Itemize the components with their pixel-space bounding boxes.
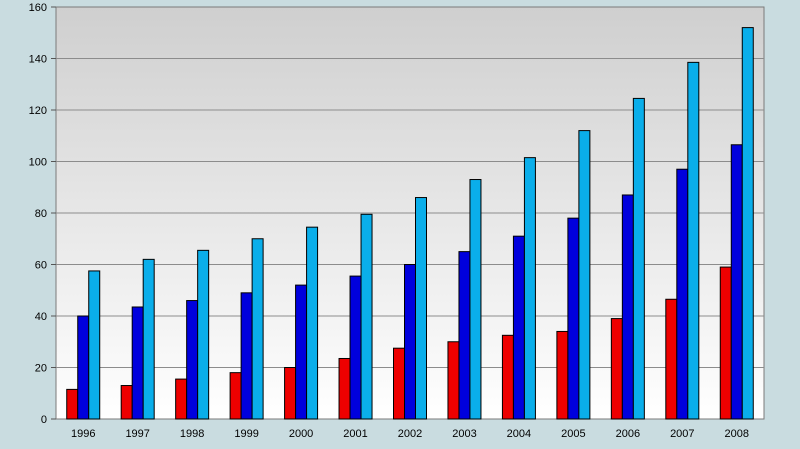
x-tick-label: 1999 (234, 428, 258, 440)
bar-series-3-2002 (415, 197, 427, 420)
bar-series-3-2008 (741, 27, 754, 420)
bar-series-1-2006 (610, 318, 623, 420)
x-tick-label: 2004 (507, 428, 531, 440)
bar-series-1-1998 (175, 378, 188, 420)
y-tick-label: 40 (35, 311, 47, 323)
bar-series-3-2000 (306, 226, 319, 420)
bar-series-1-2000 (284, 367, 297, 420)
bar-series-1-2008 (719, 266, 732, 420)
bar-series-2-1998 (186, 300, 199, 420)
bar-series-3-2003 (469, 179, 482, 420)
y-tick-label: 140 (29, 54, 47, 66)
bar-series-2-2005 (567, 217, 580, 420)
x-tick-label: 2003 (452, 428, 476, 440)
x-tick-label: 2006 (616, 428, 640, 440)
x-tick-label: 2007 (670, 428, 694, 440)
bar-series-3-2005 (578, 130, 591, 420)
bar-series-1-1997 (120, 385, 133, 420)
y-tick-label: 160 (29, 2, 47, 14)
bar-series-1-1999 (229, 372, 242, 420)
gridlines (56, 58, 764, 368)
bar-series-3-2001 (360, 213, 373, 420)
bar-series-3-1998 (197, 249, 210, 420)
x-tick-label: 1998 (180, 428, 204, 440)
x-axis-ticks: 1996 1997 1998 1999 2000 2001 2002 2003 2004 2005… (71, 428, 749, 440)
bar-series-2-2002 (404, 264, 416, 420)
bar-series-3-2006 (632, 97, 645, 420)
bar-series-3-2004 (523, 157, 536, 420)
y-tick-label: 20 (35, 363, 47, 375)
y-tick-label: 100 (29, 157, 47, 169)
bar-series-2-1997 (131, 306, 144, 420)
x-tick-label: 2002 (398, 428, 422, 440)
bar-series-3-1996 (88, 270, 101, 420)
y-tick-label: 60 (35, 260, 47, 272)
bar-series-2-2008 (730, 144, 743, 420)
y-tick-label: 120 (29, 105, 47, 117)
x-tick-label: 2000 (289, 428, 313, 440)
x-tick-label: 1996 (71, 428, 95, 440)
x-tick-label: 2008 (725, 428, 749, 440)
bar-series-2-2004 (512, 235, 525, 420)
y-axis-ticks: 0 20 40 60 80 100 120 140 160 (29, 2, 56, 426)
bar-series-1-2005 (556, 330, 569, 420)
bar-series-2-1999 (240, 292, 253, 420)
bar-series-2-2001 (349, 275, 362, 420)
y-tick-label: 0 (41, 414, 47, 426)
bars (66, 27, 754, 420)
bar-series-1-2001 (338, 357, 351, 420)
bar-series-1-2003 (447, 341, 460, 420)
bar-series-1-2007 (665, 298, 678, 420)
bar-series-2-2003 (458, 251, 471, 420)
y-tick-label: 80 (35, 208, 47, 220)
bar-series-1-1996 (66, 388, 79, 420)
bar-series-1-2002 (393, 347, 405, 420)
bar-series-2-1996 (77, 315, 90, 420)
bar-series-2-2000 (295, 284, 308, 420)
bar-series-3-2007 (687, 61, 700, 420)
bar-series-3-1999 (251, 238, 264, 420)
x-tick-label: 2001 (343, 428, 367, 440)
bar-series-3-1997 (142, 258, 155, 420)
x-tick-label: 2005 (561, 428, 585, 440)
bar-series-2-2007 (676, 168, 689, 420)
x-tick-label: 1997 (125, 428, 149, 440)
bar-series-2-2006 (621, 194, 634, 420)
bar-series-1-2004 (501, 334, 514, 420)
